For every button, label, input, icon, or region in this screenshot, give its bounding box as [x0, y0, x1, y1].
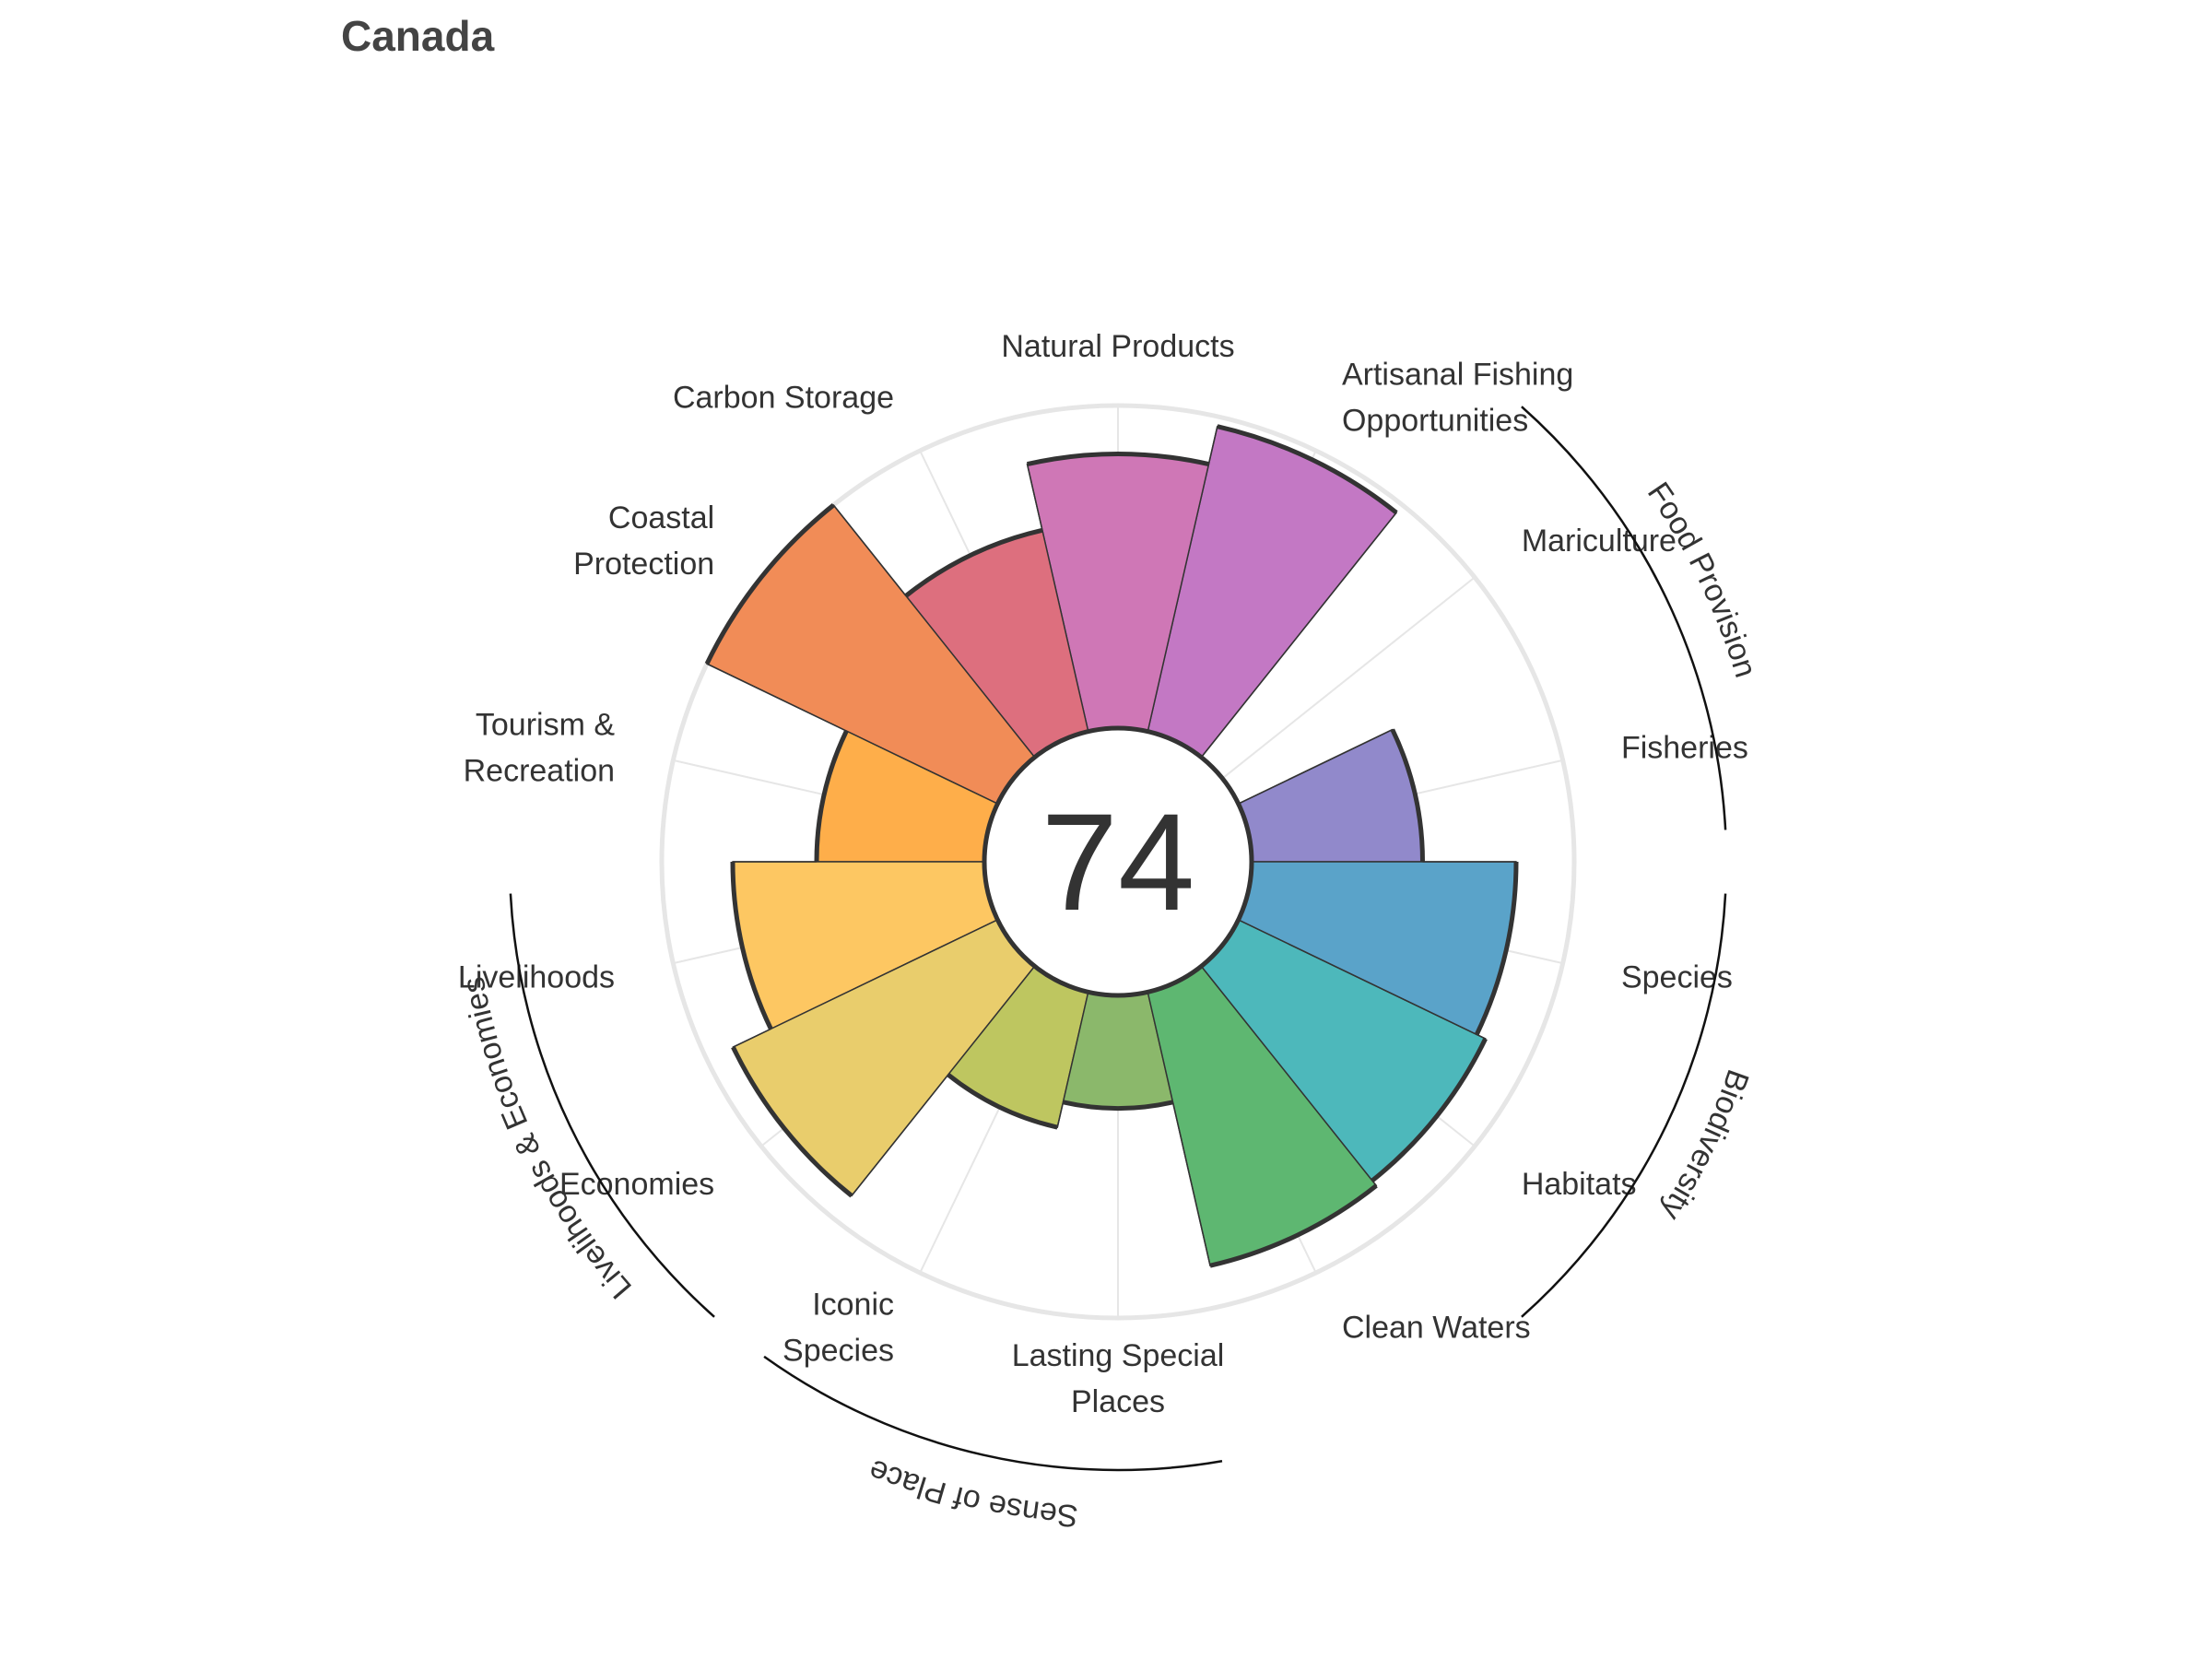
- group-label-livelihoods-and-economies: Livelihoods & Economies: [455, 974, 638, 1305]
- petal-outline-livelihoods: [730, 861, 773, 1030]
- group-arc-sense-of-place: [763, 1355, 1223, 1472]
- petal-outline-economies: [731, 1046, 853, 1198]
- petal-outline-fisheries: [1390, 728, 1425, 863]
- label-natural-products: Natural Products: [1001, 329, 1234, 364]
- petal-edge: [733, 1028, 771, 1048]
- petal-edge: [1056, 1101, 1065, 1128]
- label-habitats: Habitats: [1522, 1167, 1637, 1202]
- petal-outline-lasting-special-places: [1062, 1100, 1174, 1111]
- axis-labels: Fisheries Mariculture Artisanal Fishing Opp…: [458, 329, 1748, 1419]
- label-livelihoods: Livelihoods: [458, 960, 615, 995]
- group-label-food-provision: Food Provision: [1641, 477, 1763, 682]
- petal-outline-species: [1474, 861, 1519, 1036]
- petal-outline-habitats: [1371, 1037, 1488, 1182]
- petal-outline-artisanal-fishing-opportunities: [1217, 424, 1398, 515]
- petal-outline-coastal-protection: [704, 503, 835, 665]
- label-carbon-storage: Carbon Storage: [673, 380, 894, 415]
- petals: [706, 425, 1517, 1267]
- group-arc-biodiversity: [1521, 893, 1727, 1318]
- label-lasting-special-places: Lasting Special Places: [1012, 1338, 1225, 1419]
- label-fisheries: Fisheries: [1621, 730, 1748, 765]
- page-title: Canada: [341, 12, 495, 60]
- petal-outline-tourism-and-recreation: [814, 730, 849, 863]
- petal-fisheries: [1237, 728, 1424, 863]
- center-score: 74: [1041, 784, 1195, 939]
- petal-edge: [706, 663, 847, 732]
- label-coastal-protection: Coastal Protection: [573, 500, 714, 582]
- petal-outline-clean-waters: [1209, 1183, 1378, 1268]
- label-species: Species: [1621, 960, 1733, 995]
- group-label-sense-of-place: Sense of Place: [864, 1453, 1079, 1534]
- petal-edge: [1200, 512, 1397, 759]
- group-arc-livelihoods-and-economies: [509, 893, 715, 1318]
- group-arc-food-provision: [1521, 406, 1727, 830]
- label-mariculture: Mariculture: [1522, 524, 1677, 559]
- label-economies: Economies: [559, 1167, 714, 1202]
- petal-edge: [1171, 1101, 1211, 1266]
- petal-edge: [851, 1074, 949, 1196]
- petal-outline: [704, 424, 1519, 1268]
- petal-outline-iconic-species: [947, 1073, 1058, 1130]
- label-artisanal-fishing-opportunities: Artisanal Fishing Opportunities: [1342, 357, 1573, 438]
- center-circle: [982, 725, 1254, 998]
- label-clean-waters: Clean Waters: [1342, 1311, 1531, 1346]
- petal-edge: [1026, 464, 1043, 531]
- petal-outline-carbon-storage: [904, 527, 1043, 598]
- petal-edge: [832, 504, 907, 596]
- petal-outline-natural-products: [1026, 451, 1210, 467]
- petal-edge: [1207, 426, 1218, 465]
- label-tourism-and-recreation: Tourism & Recreation: [464, 707, 616, 788]
- grid-spoke: [1221, 576, 1476, 780]
- group-label-biodiversity: Biodiversity: [1653, 1065, 1755, 1227]
- petal-edge: [1238, 728, 1394, 805]
- label-iconic-species: Iconic Species: [782, 1288, 894, 1369]
